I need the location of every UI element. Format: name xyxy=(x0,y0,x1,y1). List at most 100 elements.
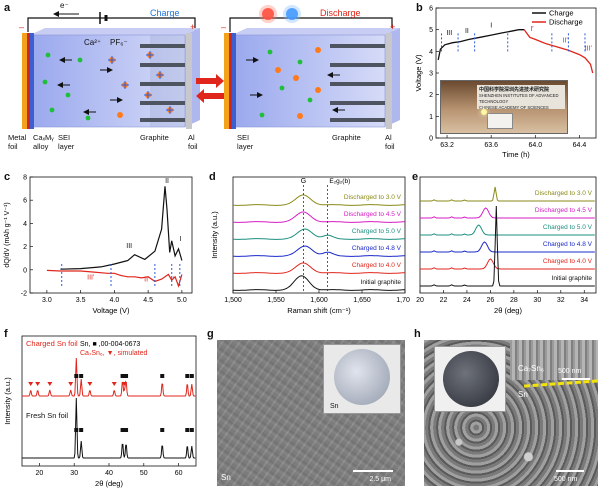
peak-label: II xyxy=(165,178,169,185)
x-tick-label: 64.4 xyxy=(573,142,587,149)
panel-d-label: d xyxy=(209,171,216,183)
inset-sample-label: Sn xyxy=(330,403,339,410)
exchange-arrows xyxy=(196,74,224,103)
sn-disc-icon xyxy=(334,349,390,405)
x-tick-label: 5.0 xyxy=(177,297,187,304)
electron-label-left: e⁻ xyxy=(60,1,69,10)
panel-f-label: f xyxy=(4,328,8,340)
graphite-label-right: Graphite xyxy=(332,133,361,142)
y-tick-label: 0 xyxy=(429,136,433,143)
series-label: Fresh Sn foil xyxy=(26,411,68,420)
x-tick-label: 30 xyxy=(70,470,78,477)
x-tick-label: 1,600 xyxy=(310,297,328,304)
x-tick-label: 26 xyxy=(487,297,495,304)
x-tick-label: 4.0 xyxy=(110,297,120,304)
raman-spectrum xyxy=(232,228,406,240)
x-tick-label: 1,650 xyxy=(353,297,371,304)
y-tick-label: 2 xyxy=(429,92,433,99)
raman-series-label: Charged to 4.0 V xyxy=(352,262,402,269)
y-axis-label: dQ/dV (mAh g⁻¹ V⁻¹) xyxy=(4,202,11,267)
xrd-series-label: Initial graphite xyxy=(552,275,593,282)
panel-a: a xyxy=(0,0,412,160)
xrd-pattern xyxy=(420,207,595,219)
ca7sn6-peak-marker xyxy=(68,382,74,386)
sn-peak-marker xyxy=(160,428,165,432)
plot-frame xyxy=(29,176,193,294)
sn-disc-inset: Sn xyxy=(323,344,401,414)
xrd-series-label: Discharged to 4.5 V xyxy=(535,207,593,214)
x-tick-label: 60 xyxy=(175,470,183,477)
discharge-label: Discharge xyxy=(320,8,361,18)
x-tick-label: 40 xyxy=(105,470,113,477)
ca7sn6-peak-marker xyxy=(35,382,41,386)
xrd-pattern xyxy=(420,224,595,236)
panel-g-label: g xyxy=(207,328,214,340)
sei-left xyxy=(30,33,34,129)
y-tick-label: 4 xyxy=(23,221,27,228)
x-axis-label: Raman shift (cm⁻¹) xyxy=(287,306,351,315)
raman-series-label: Discharged to 3.0 V xyxy=(344,194,402,201)
y-tick-label: 5 xyxy=(429,27,433,34)
sign-line3: CHINESE ACADEMY OF SCIENCES xyxy=(479,105,549,110)
minus-left: – xyxy=(19,22,25,32)
raman-spectrum xyxy=(232,275,406,291)
sign-line2: SHENZHEN INSTITUTES OF ADVANCED TECHNOLO… xyxy=(479,93,559,104)
y-tick-label: 4 xyxy=(429,49,433,56)
sn-peak-marker xyxy=(185,428,190,432)
al-foil-left xyxy=(186,33,192,129)
y-tick-label: 6 xyxy=(429,6,433,13)
x-tick-label: 34 xyxy=(580,297,588,304)
raman-spectrum xyxy=(232,262,406,274)
ca7sn6-layer xyxy=(510,340,598,380)
panel-d: d 1,500 1,550 1,600 1,650 1,700 Raman shift (… xyxy=(205,163,414,323)
panel-h: h Ca₇Sn₆ Sn 500 nm 500 nm xyxy=(412,326,600,489)
sn-peak-marker xyxy=(189,374,194,378)
e2g2-label: E₂g₂(b) xyxy=(329,178,350,185)
x-tick-label: 20 xyxy=(36,470,44,477)
battery-schematic xyxy=(22,5,400,129)
dqdv-chart: -2 0 2 4 6 8 3.0 3.5 4.0 4.5 5.0 Voltage (V) dQ/dV (… xyxy=(4,175,193,315)
panel-a-label: a xyxy=(4,2,11,14)
x-axis-label: Voltage (V) xyxy=(92,306,130,315)
stage-label: III' xyxy=(585,45,592,52)
sn-peak-marker xyxy=(160,374,165,378)
xrd-pattern xyxy=(420,241,595,253)
x-axis-label: 2θ (deg) xyxy=(95,479,123,488)
sn-peak-marker xyxy=(189,428,194,432)
raman-spectrum xyxy=(232,211,406,223)
panel-c: c -2 0 2 4 6 8 3.0 3.5 4.0 4.5 5.0 Voltage (V) dQ/dV… xyxy=(0,163,200,323)
xrd-pattern xyxy=(420,258,595,270)
peak-label: I' xyxy=(171,276,174,283)
cell-device xyxy=(487,113,513,129)
peak-label: I xyxy=(180,236,182,243)
legend-sn: Sn, ■ ,00-004-0673 xyxy=(80,341,140,348)
layer-bottom-label: Sn xyxy=(518,390,528,399)
x-tick-label: 24 xyxy=(463,297,471,304)
sn-peak-marker xyxy=(120,428,125,432)
g-band-label: G xyxy=(301,178,306,185)
panel-e-label: e xyxy=(412,171,419,183)
interface-dashed-line xyxy=(523,379,598,388)
series-line-discharge xyxy=(46,269,183,288)
ca-ion-label: Ca²⁺ xyxy=(84,38,102,47)
panel-h-label: h xyxy=(414,328,421,340)
sem-image-cross-section: Ca₇Sn₆ Sn 500 nm 500 nm xyxy=(424,340,598,486)
y-tick-label: 8 xyxy=(23,175,27,182)
sem-image-sn: Sn Sn 2.5 μm xyxy=(217,340,405,486)
y-tick-label: 6 xyxy=(23,198,27,205)
x-tick-label: 22 xyxy=(440,297,448,304)
sn-peak-marker xyxy=(79,374,84,378)
stage-label: II xyxy=(465,28,469,35)
scale-bar-bottom xyxy=(556,470,584,472)
y-axis-label: Intensity (a.u.) xyxy=(210,211,219,259)
x-tick-label: 3.5 xyxy=(76,297,86,304)
stage-label: III xyxy=(446,30,452,37)
panel-b-label: b xyxy=(416,2,423,14)
sei-label: SEI layer xyxy=(58,133,75,151)
series-line-discharge xyxy=(523,29,594,74)
series-label: Charged Sn foil xyxy=(26,339,78,348)
y-tick-label: 2 xyxy=(23,244,27,251)
xrd-series-label: Charged to 5.0 V xyxy=(543,224,593,231)
charge-label: Charge xyxy=(150,8,180,18)
raman-series-label: Charged to 5.0 V xyxy=(352,228,402,235)
